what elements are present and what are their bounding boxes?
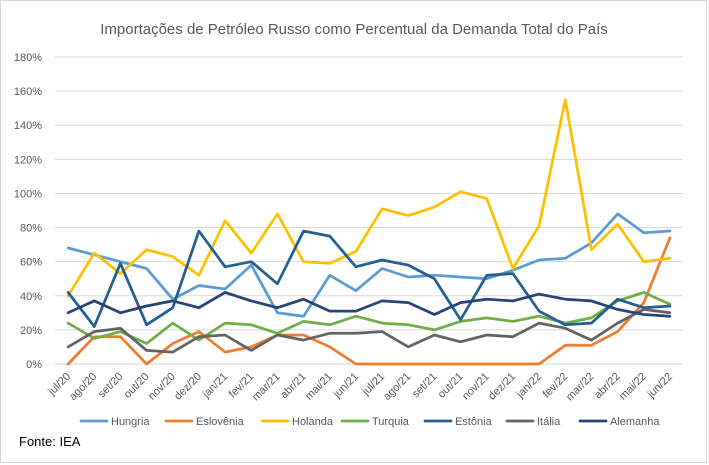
legend-label: Itália — [537, 416, 561, 428]
series-line-hungria — [66, 212, 672, 318]
y-tick-label: 160% — [14, 86, 42, 98]
y-tick-label: 40% — [20, 291, 42, 303]
y-tick-label: 80% — [20, 223, 42, 235]
y-tick-label: 120% — [14, 154, 42, 166]
x-tick-label: jun/22 — [645, 371, 675, 401]
plot-area — [66, 98, 672, 366]
x-tick-label: abr/21 — [278, 371, 309, 402]
y-tick-label: 60% — [20, 257, 42, 269]
y-tick-label: 140% — [14, 120, 42, 132]
legend-label: Eslovênia — [196, 416, 245, 428]
x-tick-label: set/20 — [96, 371, 126, 401]
x-tick-label: mar/22 — [564, 371, 597, 404]
legend-label: Hungria — [111, 416, 150, 428]
legend-label: Turquia — [372, 416, 410, 428]
x-tick-label: nov/20 — [146, 371, 178, 403]
y-tick-label: 180% — [14, 52, 42, 64]
y-tick-label: 20% — [20, 325, 42, 337]
x-tick-label: dez/20 — [172, 371, 204, 403]
x-tick-label: jan/21 — [200, 371, 230, 401]
x-axis: jul/20ago/20set/20out/20nov/20dez/20jan/… — [45, 371, 675, 404]
series-line-turquia — [66, 291, 672, 345]
legend-label: Estônia — [455, 416, 493, 428]
series-line-alemanha — [66, 291, 672, 318]
x-tick-label: mai/21 — [303, 371, 335, 403]
chart-title: Importações de Petróleo Russo como Perce… — [100, 21, 608, 38]
x-tick-label: mai/22 — [617, 371, 649, 403]
x-tick-label: dez/21 — [486, 371, 518, 403]
series-line-eslovênia — [66, 236, 672, 366]
series-line-estônia — [66, 229, 672, 328]
x-tick-label: abr/22 — [592, 371, 623, 402]
x-tick-label: set/21 — [410, 371, 440, 401]
legend-label: Holanda — [292, 416, 334, 428]
series-line-holanda — [66, 98, 672, 298]
x-tick-label: nov/21 — [460, 371, 492, 403]
x-tick-label: ago/20 — [67, 371, 99, 403]
y-tick-label: 100% — [14, 188, 42, 200]
y-tick-label: 0% — [26, 359, 42, 371]
y-axis: 0% 20% 40% 60% 80% 100% 120% 140% 160% 180% — [14, 52, 42, 371]
series-line-itália — [66, 308, 672, 354]
x-tick-label: ago/21 — [381, 371, 413, 403]
legend-label: Alemanha — [610, 416, 660, 428]
x-tick-label: jun/21 — [331, 371, 361, 401]
source-note: Fonte: IEA — [19, 434, 81, 449]
x-tick-label: jan/22 — [514, 371, 544, 401]
grid-lines — [55, 56, 683, 365]
x-tick-label: mar/21 — [250, 371, 283, 404]
legend: Hungria Eslovênia Holanda Turquia Estônia Itá… — [79, 416, 660, 428]
